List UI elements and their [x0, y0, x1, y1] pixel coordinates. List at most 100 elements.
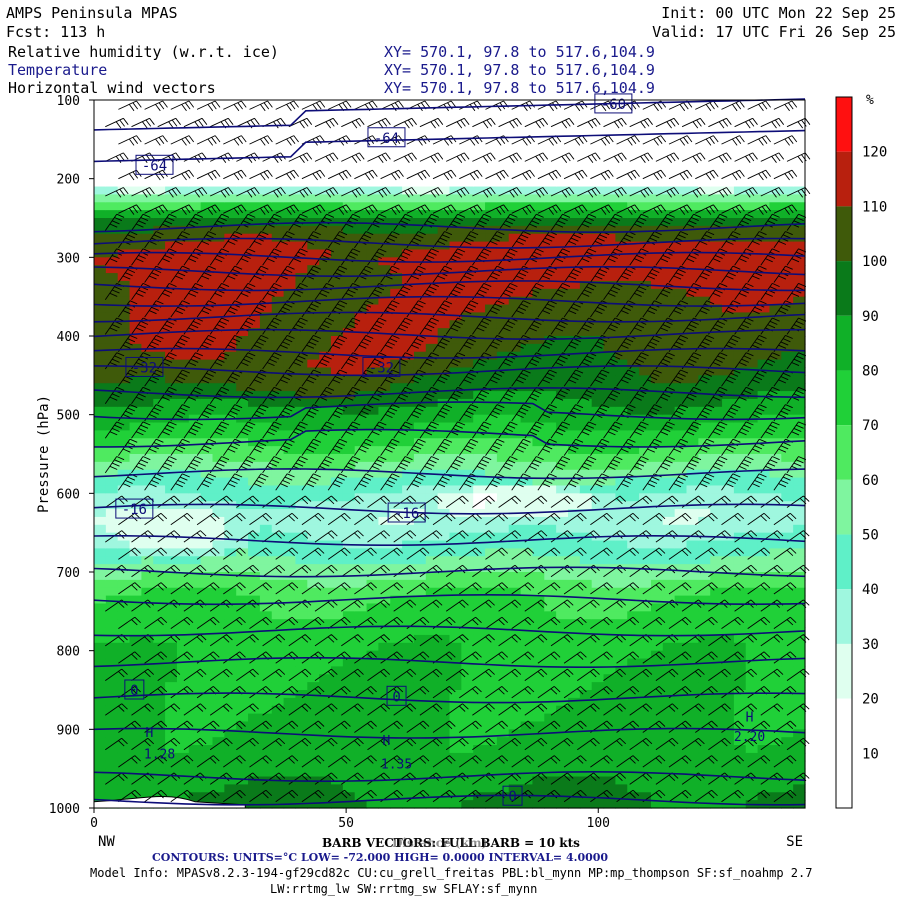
rh-cell — [200, 422, 214, 431]
rh-cell — [579, 501, 593, 510]
rh-cell — [544, 351, 557, 361]
rh-cell — [283, 477, 297, 487]
rh-cell — [485, 745, 498, 754]
rh-cell — [437, 760, 451, 770]
rh-cell — [508, 619, 522, 628]
rh-cell — [236, 304, 249, 313]
rh-cell — [425, 107, 439, 117]
rh-cell — [662, 674, 676, 683]
rh-cell — [686, 509, 699, 518]
rh-cell — [331, 375, 344, 384]
rh-cell — [686, 516, 699, 526]
rh-cell — [662, 280, 676, 290]
rh-cell — [733, 454, 747, 463]
rh-cell — [129, 430, 142, 439]
rh-cell — [342, 737, 356, 746]
rh-cell — [627, 737, 640, 746]
rh-cell — [473, 170, 486, 180]
rh-cell — [248, 422, 261, 431]
rh-cell — [390, 359, 403, 369]
rh-cell — [733, 320, 747, 329]
rh-cell — [722, 210, 735, 219]
rh-cell — [307, 233, 320, 243]
rh-cell — [745, 178, 759, 188]
rh-cell — [639, 170, 652, 180]
rh-cell — [698, 587, 711, 597]
rh-cell — [236, 131, 249, 140]
rh-cell — [473, 603, 486, 612]
rh-cell — [224, 391, 237, 400]
rh-cell — [105, 760, 119, 770]
rh-cell — [378, 650, 391, 660]
rh-cell — [283, 170, 297, 180]
rh-cell — [698, 123, 711, 133]
rh-cell — [212, 650, 225, 660]
rh-cell — [129, 265, 142, 274]
rh-cell — [176, 627, 190, 636]
rh-cell — [639, 383, 652, 392]
rh-cell — [544, 493, 557, 502]
rh-cell — [485, 713, 498, 723]
rh-cell — [556, 422, 569, 431]
rh-cell — [485, 210, 498, 219]
rh-cell — [579, 493, 593, 502]
rh-cell — [117, 438, 131, 447]
rh-cell — [425, 304, 439, 313]
rh-cell — [319, 139, 332, 148]
rh-cell — [722, 469, 735, 479]
rh-cell — [496, 280, 510, 290]
rh-cell — [532, 304, 545, 313]
rh-cell — [153, 540, 166, 549]
rh-cell — [556, 501, 569, 510]
rh-cell — [627, 100, 640, 109]
rh-cell — [295, 595, 308, 605]
rh-cell — [402, 304, 415, 313]
rh-cell — [259, 210, 273, 219]
rh-cell — [200, 257, 214, 266]
rh-cell — [532, 391, 545, 400]
rh-cell — [200, 225, 214, 235]
rh-cell — [544, 131, 557, 140]
rh-cell — [544, 548, 557, 557]
rh-cell — [650, 414, 664, 424]
rh-cell — [141, 115, 154, 125]
rh-cell — [117, 375, 131, 384]
rh-cell — [413, 280, 427, 290]
rh-cell — [224, 131, 237, 140]
rh-cell — [271, 257, 285, 266]
rh-cell — [259, 375, 273, 384]
rh-cell — [94, 194, 107, 203]
rh-cell — [331, 454, 344, 463]
rh-cell — [627, 705, 640, 715]
rh-cell — [319, 674, 332, 683]
rh-cell — [342, 768, 356, 778]
rh-cell — [259, 564, 273, 573]
rh-cell — [212, 697, 225, 707]
rh-cell — [378, 579, 391, 589]
rh-cell — [319, 115, 332, 125]
rh-cell — [224, 359, 237, 369]
rh-cell — [153, 430, 166, 439]
rh-cell — [248, 579, 261, 589]
rh-cell — [307, 328, 320, 337]
rh-cell — [105, 131, 119, 140]
rh-cell — [532, 438, 545, 447]
rh-cell — [188, 233, 202, 243]
rh-cell — [544, 320, 557, 329]
rh-cell — [425, 516, 439, 526]
rh-cell — [236, 745, 249, 754]
rh-cell — [485, 131, 498, 140]
rh-cell — [188, 721, 202, 730]
rh-cell — [319, 619, 332, 628]
rh-cell — [378, 265, 391, 274]
rh-cell — [650, 627, 664, 636]
rh-cell — [544, 170, 557, 180]
rh-cell — [698, 178, 711, 188]
rh-cell — [271, 516, 285, 526]
rh-cell — [402, 233, 415, 243]
rh-cell — [129, 123, 142, 133]
rh-cell — [627, 485, 640, 494]
rh-cell — [650, 446, 664, 455]
rh-cell — [449, 737, 462, 746]
rh-cell — [603, 170, 616, 180]
